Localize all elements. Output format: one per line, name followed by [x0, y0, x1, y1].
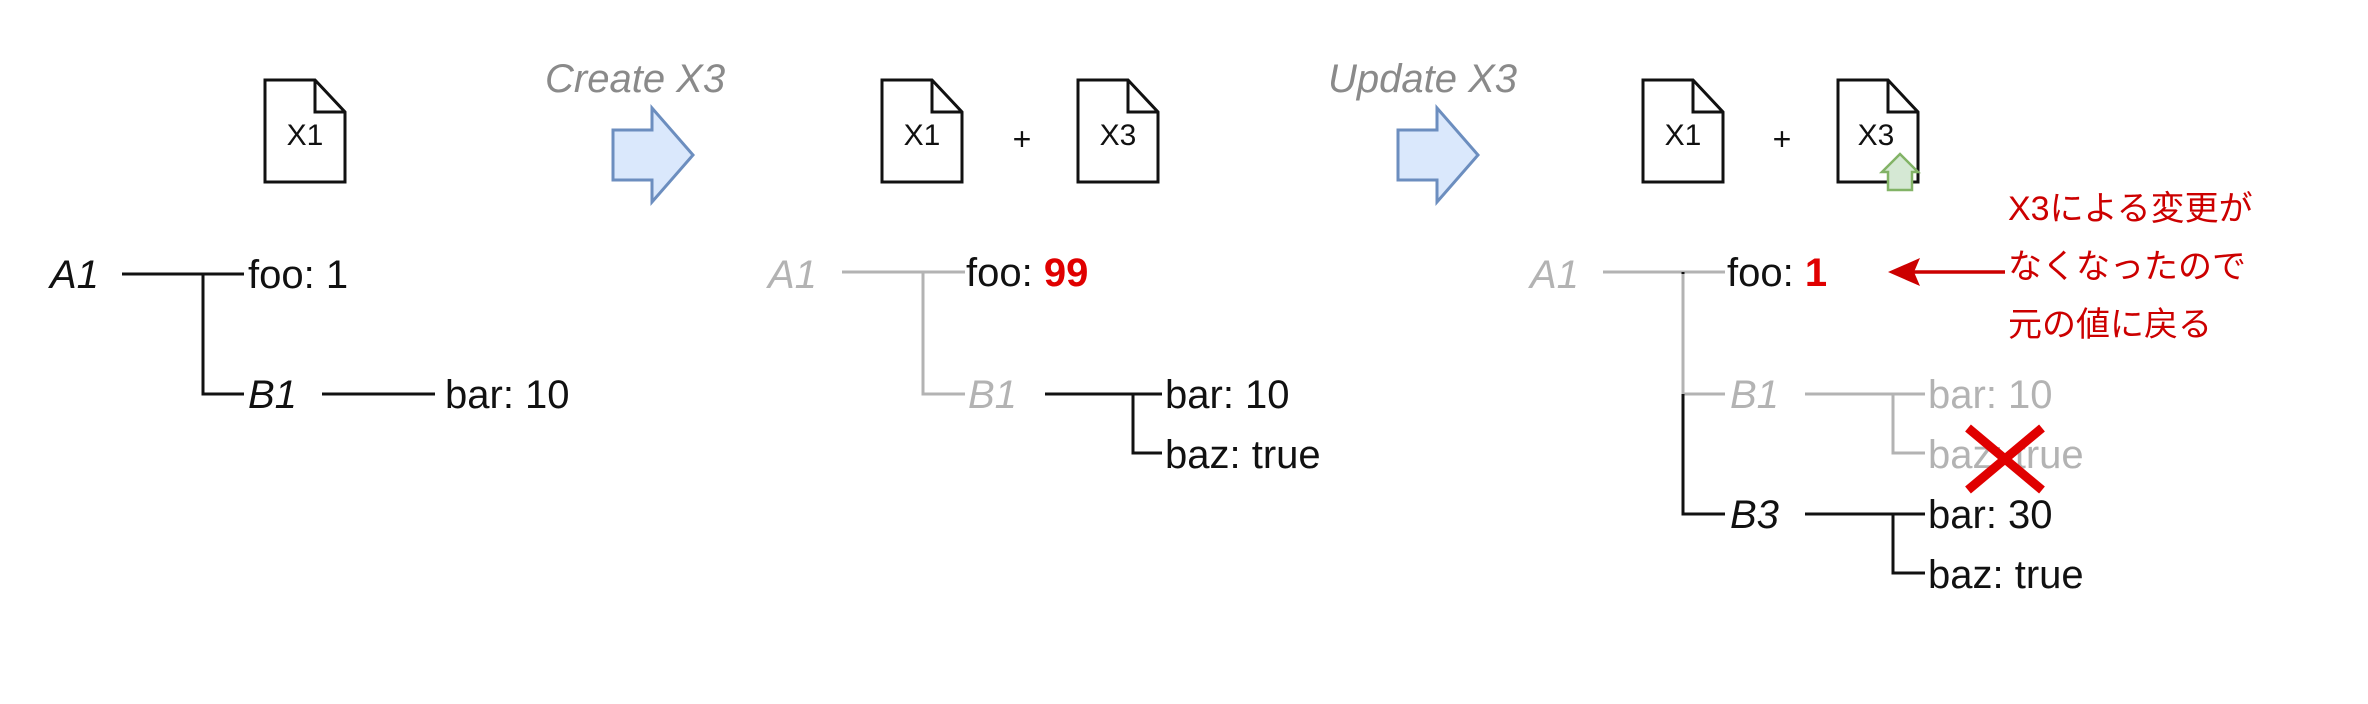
tree-edges-inherited [1603, 270, 1925, 455]
node-b3: B3 [1730, 493, 1779, 537]
panel-1: X1 A1 foo: 1 B1 bar: 10 [48, 78, 570, 417]
tree-edges-x3 [1045, 392, 1162, 455]
document-icon [1076, 78, 1160, 184]
document-label: X1 [287, 119, 324, 152]
node-a1: A1 [48, 253, 99, 297]
annotation-line-2: なくなったので [2008, 248, 2246, 286]
field-bar: bar: 10 [1165, 373, 1290, 417]
document-icon [880, 78, 964, 184]
field-foo-key: foo: [966, 251, 1044, 295]
document-x1: X1 [1641, 78, 1725, 184]
node-b1: B1 [248, 373, 297, 417]
field-b3-baz: baz: true [1928, 553, 2084, 597]
document-label: X3 [1100, 119, 1137, 152]
document-label: X1 [904, 119, 941, 152]
field-foo: foo: 1 [1727, 251, 1827, 295]
node-b1: B1 [1730, 373, 1779, 417]
document-icon [263, 78, 347, 184]
field-b3-bar: bar: 30 [1928, 493, 2053, 537]
field-foo-value: 99 [1044, 251, 1089, 295]
document-label: X1 [1665, 119, 1702, 152]
document-x3: X3 [1076, 78, 1160, 184]
update-up-arrow-icon [1878, 152, 1922, 192]
removed-cross-icon [1965, 424, 2045, 494]
document-label: X3 [1858, 119, 1895, 152]
document-x1: X1 [880, 78, 964, 184]
plus-sign: + [1013, 121, 1032, 157]
tree-edges-x3 [1681, 272, 1925, 575]
tree-edges [122, 272, 435, 396]
annotation: X3による変更が なくなったので 元の値に戻る [1888, 190, 2253, 344]
node-a1: A1 [766, 253, 817, 297]
step-label: Create X3 [545, 57, 725, 101]
field-foo: foo: 99 [966, 251, 1088, 295]
left-arrow-head [1888, 258, 1920, 286]
step-update: Update X3 [1328, 57, 1517, 207]
plus-sign: + [1773, 121, 1792, 157]
panel-2: X1 + X3 A1 foo: 99 B1 bar: 10 baz: true [766, 78, 1321, 477]
step-label: Update X3 [1328, 57, 1517, 101]
field-bar: bar: 10 [445, 373, 570, 417]
step-create: Create X3 [545, 57, 725, 207]
document-x3: X3 [1836, 78, 1922, 192]
tree-edges-inherited [842, 270, 965, 396]
node-b1: B1 [968, 373, 1017, 417]
node-a1: A1 [1528, 253, 1579, 297]
panel-3: X1 + X3 A1 foo: 1 B1 bar: 10 baz: true B… [1528, 78, 2253, 597]
right-arrow-icon [611, 103, 695, 207]
field-foo-value: 1 [1805, 251, 1827, 295]
field-foo: foo: 1 [248, 253, 348, 297]
right-arrow-icon [1396, 103, 1480, 207]
annotation-line-1: X3による変更が [2008, 190, 2253, 228]
field-b1-bar: bar: 10 [1928, 373, 2053, 417]
field-foo-key: foo: [1727, 251, 1805, 295]
field-baz: baz: true [1165, 433, 1321, 477]
annotation-line-3: 元の値に戻る [2008, 306, 2212, 344]
document-x1: X1 [263, 78, 347, 184]
document-icon [1641, 78, 1725, 184]
